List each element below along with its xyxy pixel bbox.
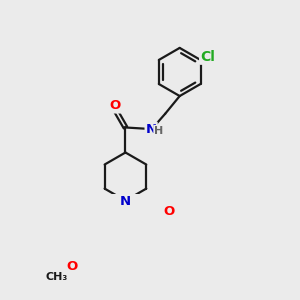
Text: CH₃: CH₃ bbox=[45, 272, 68, 282]
Text: Cl: Cl bbox=[200, 50, 215, 64]
Text: O: O bbox=[110, 100, 121, 112]
Text: O: O bbox=[163, 206, 174, 218]
Text: N: N bbox=[146, 123, 157, 136]
Text: O: O bbox=[66, 260, 77, 273]
Text: H: H bbox=[154, 126, 164, 136]
Text: N: N bbox=[120, 195, 131, 208]
